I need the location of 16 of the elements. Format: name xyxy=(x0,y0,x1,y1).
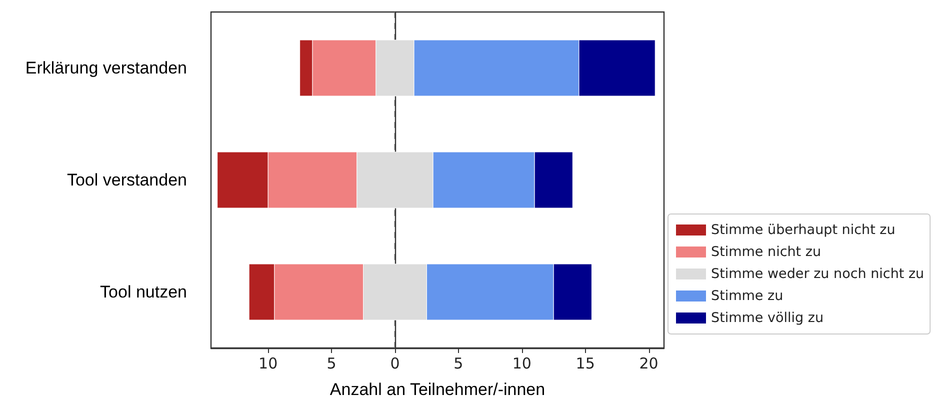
legend-label: Stimme überhaupt nicht zu xyxy=(711,222,896,238)
y-tick-label: Tool nutzen xyxy=(100,282,187,302)
y-tick-label: Tool verstanden xyxy=(66,170,187,190)
x-axis-title: Anzahl an Teilnehmer/-innen xyxy=(330,380,546,399)
x-tick-label: 15 xyxy=(576,354,595,372)
legend-label: Stimme weder zu noch nicht zu xyxy=(711,266,924,282)
x-tick-label: 5 xyxy=(326,354,336,372)
x-tick-label: 0 xyxy=(390,354,400,372)
y-tick-label: Erklärung verstanden xyxy=(25,58,187,78)
x-tick-label: 10 xyxy=(258,354,278,372)
x-tick-label: 20 xyxy=(639,354,658,372)
legend-label: Stimme zu xyxy=(711,288,784,304)
x-tick-label: 5 xyxy=(454,354,464,372)
legend-label: Stimme nicht zu xyxy=(711,244,822,260)
x-tick-label: 10 xyxy=(512,354,532,372)
legend-label: Stimme völlig zu xyxy=(711,310,824,326)
